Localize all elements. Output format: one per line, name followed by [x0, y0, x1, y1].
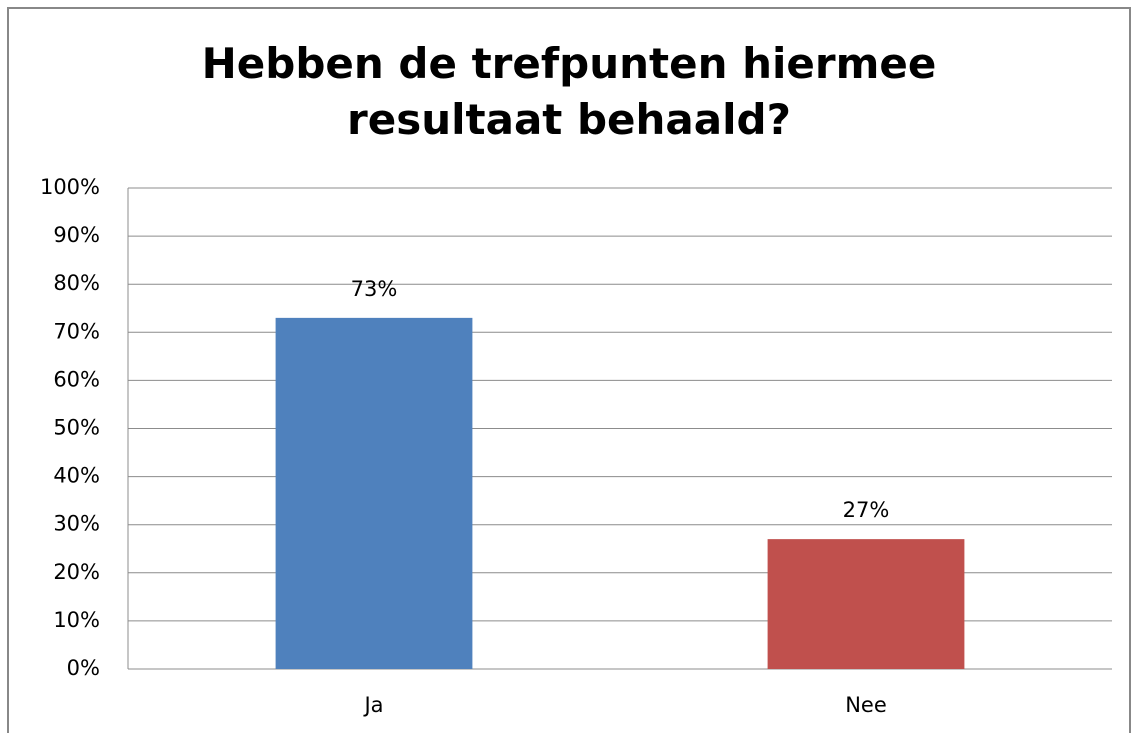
- y-tick-label: 20%: [53, 560, 100, 584]
- data-label: 27%: [843, 498, 890, 522]
- y-tick-label: 90%: [53, 223, 100, 247]
- y-tick-label: 40%: [53, 464, 100, 488]
- y-tick-label: 60%: [53, 367, 100, 391]
- chart-border: [7, 7, 1131, 733]
- bar: [275, 317, 473, 669]
- y-tick-label: 0%: [67, 656, 100, 680]
- bar: [767, 539, 965, 669]
- y-tick-label: 30%: [53, 512, 100, 536]
- y-tick-label: 100%: [40, 175, 100, 199]
- y-tick-label: 10%: [53, 608, 100, 632]
- data-label: 73%: [351, 277, 398, 301]
- x-tick-label: Nee: [845, 693, 887, 717]
- y-tick-label: 80%: [53, 271, 100, 295]
- y-tick-label: 50%: [53, 416, 100, 440]
- x-tick-label: Ja: [362, 693, 383, 717]
- chart-title: Hebben de trefpunten hiermee resultaat b…: [201, 39, 937, 144]
- y-tick-label: 70%: [53, 319, 100, 343]
